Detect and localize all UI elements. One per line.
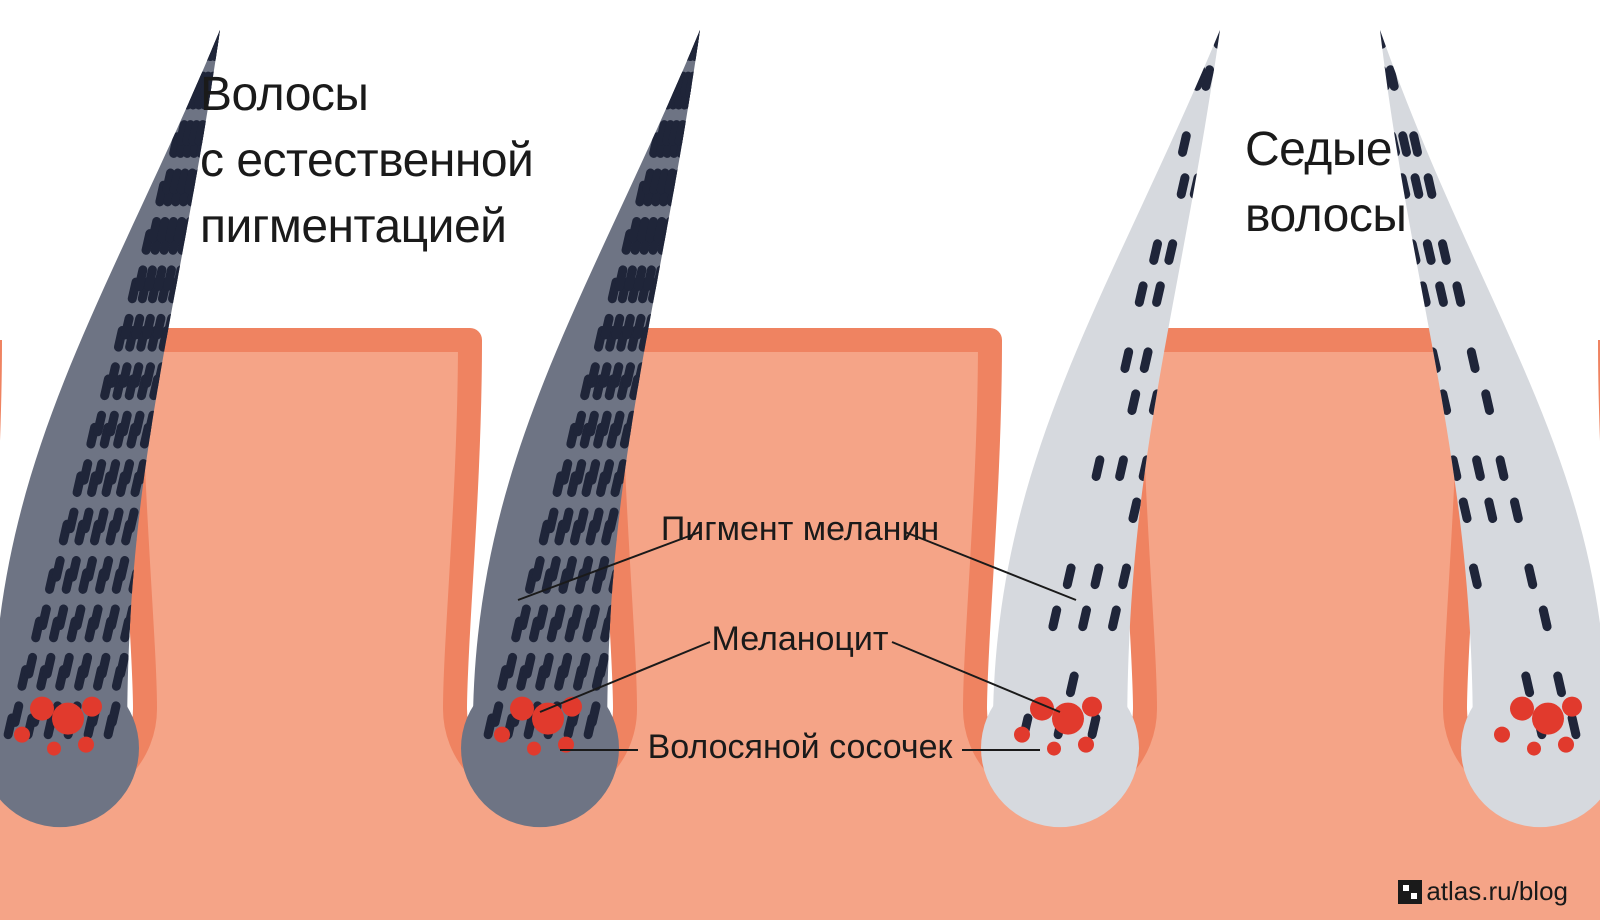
- attribution-icon: [1398, 880, 1422, 904]
- melanin-granule: [1213, 22, 1228, 49]
- melanin-granule: [657, 277, 672, 304]
- melanocyte-dot: [527, 742, 541, 756]
- melanin-granule: [1366, 22, 1381, 49]
- melanocyte-dot: [1532, 703, 1564, 735]
- melanin-granule: [1220, 22, 1235, 49]
- melanocyte-dot: [1052, 703, 1084, 735]
- melanin-granule: [703, 22, 718, 49]
- title-gray: Седые: [1245, 123, 1392, 176]
- melanin-granule: [678, 168, 693, 195]
- melanin-granule: [676, 35, 691, 62]
- melanin-granule: [665, 228, 680, 255]
- title-pigmented: Волосы: [200, 68, 368, 121]
- melanocyte-dot: [532, 703, 564, 735]
- melanocyte-dot: [1078, 737, 1094, 753]
- melanocyte-dot: [1494, 727, 1510, 743]
- melanin-granule: [219, 22, 234, 49]
- melanocyte-dot: [1558, 737, 1574, 753]
- melanin-granule: [670, 216, 685, 243]
- melanin-granule: [661, 265, 676, 292]
- melanocyte-dot: [82, 697, 102, 717]
- melanin-granule: [682, 131, 697, 158]
- papilla-label: Волосяной сосочек: [648, 728, 954, 766]
- melanocyte-dot: [1510, 697, 1534, 721]
- melanocyte-dot: [47, 742, 61, 756]
- melanin-granule: [699, 22, 714, 49]
- melanin-granule: [219, 35, 234, 62]
- melanocyte-dot: [1047, 742, 1061, 756]
- title-gray: волосы: [1245, 189, 1406, 242]
- melanin-granule: [699, 35, 714, 62]
- melanin-granule: [695, 22, 710, 49]
- melanin-granule: [674, 180, 689, 207]
- melanocyte-dot: [1082, 697, 1102, 717]
- melanin-granule: [181, 265, 196, 292]
- melanocyte-label: Меланоцит: [712, 620, 889, 658]
- title-pigmented: с естественной: [200, 134, 533, 187]
- melanocyte-dot: [30, 697, 54, 721]
- melanocyte-dot: [1014, 727, 1030, 743]
- melanin-granule: [223, 22, 238, 49]
- melanocyte-dot: [510, 697, 534, 721]
- melanocyte-dot: [1562, 697, 1582, 717]
- melanin-granule: [694, 71, 709, 98]
- melanin-granule: [690, 83, 705, 110]
- melanin-label: Пигмент меланин: [661, 510, 939, 548]
- diagram-canvas: Волосы с естественной пигментацией Седые вол…: [0, 0, 1600, 920]
- melanin-granule: [196, 35, 211, 62]
- melanocyte-dot: [494, 727, 510, 743]
- melanocyte-dot: [52, 703, 84, 735]
- melanin-granule: [177, 277, 192, 304]
- melanin-granule: [1373, 22, 1388, 49]
- melanin-granule: [686, 119, 701, 146]
- melanin-granule: [185, 228, 200, 255]
- melanocyte-dot: [14, 727, 30, 743]
- title-pigmented: пигментацией: [200, 200, 506, 253]
- melanin-granule: [215, 22, 230, 49]
- melanocyte-dot: [78, 737, 94, 753]
- attribution-text: atlas.ru/blog: [1426, 876, 1568, 906]
- melanocyte-dot: [1527, 742, 1541, 756]
